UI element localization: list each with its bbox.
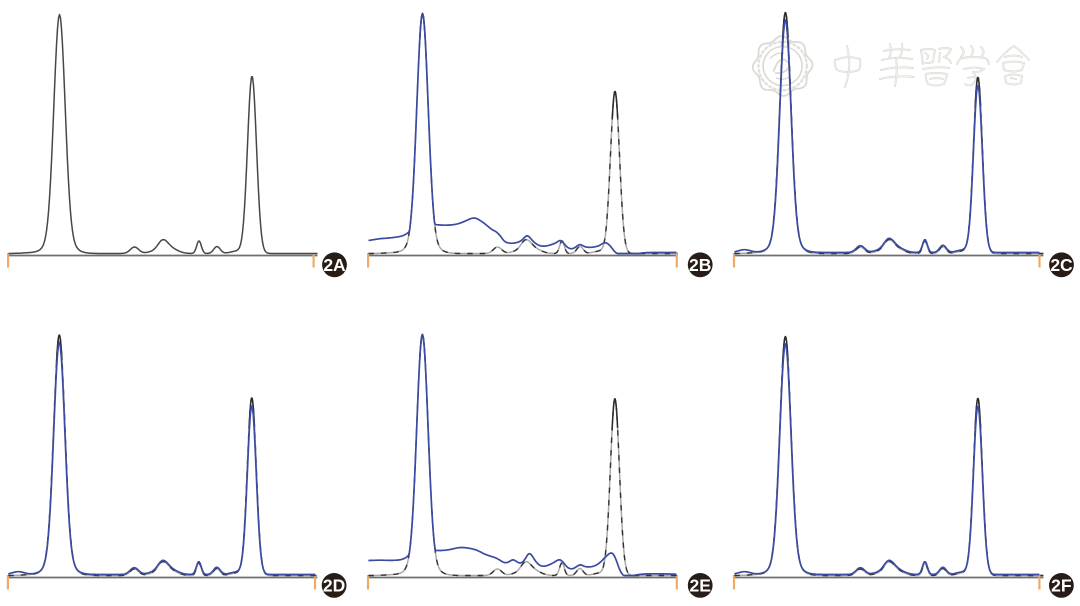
svg-text:2B: 2B: [689, 255, 711, 275]
svg-text:2E: 2E: [689, 576, 710, 596]
svg-text:2A: 2A: [323, 255, 346, 275]
svg-text:2C: 2C: [1050, 255, 1073, 275]
svg-text:2F: 2F: [1051, 576, 1072, 596]
svg-text:2D: 2D: [323, 576, 345, 596]
